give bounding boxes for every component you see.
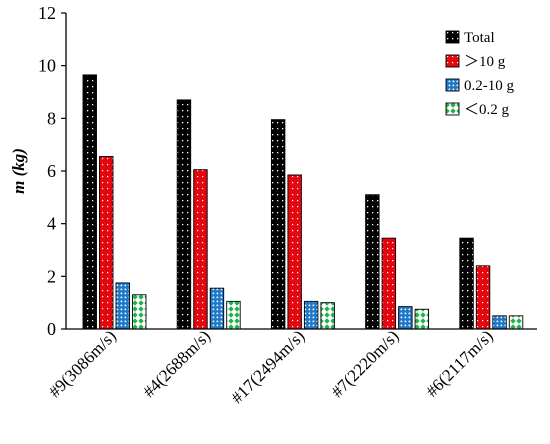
- x-tick-labels: #9(3086m/s) #4(2688m/s) #17(2494m/s) #7(222…: [45, 326, 497, 407]
- bar-total-5: [459, 237, 474, 330]
- bar-10-g-5: [475, 265, 491, 330]
- legend-label-total: Total: [464, 30, 495, 46]
- bar-0-2-10-g-2: [209, 287, 225, 330]
- legend-label-0-2-g: ＜0.2 g: [464, 102, 510, 118]
- bar-10-g-4: [381, 237, 397, 330]
- bar-10-g-3: [287, 174, 302, 330]
- legend: Total ＞10 g 0.2-10 g ＜0.2 g: [445, 30, 514, 118]
- bar-0-2-g-4: [414, 308, 430, 330]
- y-tick-label: 12: [38, 3, 56, 23]
- y-tick-label: 0: [47, 319, 56, 339]
- y-tick-label: 2: [47, 266, 56, 286]
- bar-10-g-1: [99, 156, 114, 330]
- legend-swatch-10-g: [445, 54, 460, 68]
- y-axis-title: m (kg): [9, 148, 28, 194]
- bar-0-2-10-g-3: [303, 300, 319, 330]
- y-tick-label: 4: [47, 214, 56, 234]
- legend-label-10-g: ＞10 g: [464, 54, 506, 70]
- bar-0-2-10-g-1: [115, 282, 130, 330]
- bar-total-2: [176, 99, 192, 330]
- bar-0-2-10-g-4: [398, 306, 413, 330]
- bar-10-g-2: [193, 169, 208, 330]
- x-tick-label: #17(2494m/s): [227, 326, 308, 407]
- y-tick-label: 10: [38, 56, 56, 76]
- x-tick-label: #4(2688m/s): [139, 326, 214, 401]
- legend-swatch-0-2-g: [445, 102, 460, 116]
- bar-total-3: [270, 119, 286, 330]
- x-tick-label: #9(3086m/s): [45, 326, 120, 401]
- y-tick-label: 8: [47, 108, 56, 128]
- bar-total-1: [82, 74, 97, 330]
- y-ticks: 0 2 4 6 8 10 12: [38, 3, 66, 339]
- bar-total-4: [365, 194, 380, 330]
- x-tick-label: #7(2220m/s): [328, 326, 403, 401]
- legend-swatch-total: [445, 30, 460, 44]
- x-tick-label: #6(2117m/s): [422, 326, 496, 400]
- bar-0-2-10-g-5: [492, 315, 507, 330]
- bar-0-2-g-1: [132, 294, 147, 330]
- legend-swatch-0-2-10-g: [445, 78, 460, 92]
- legend-label-0-2-10-g: 0.2-10 g: [464, 78, 514, 94]
- bar-0-2-g-2: [226, 300, 241, 330]
- bar-0-2-g-5: [508, 315, 524, 330]
- bar-0-2-g-3: [320, 302, 335, 330]
- y-tick-label: 6: [47, 161, 56, 181]
